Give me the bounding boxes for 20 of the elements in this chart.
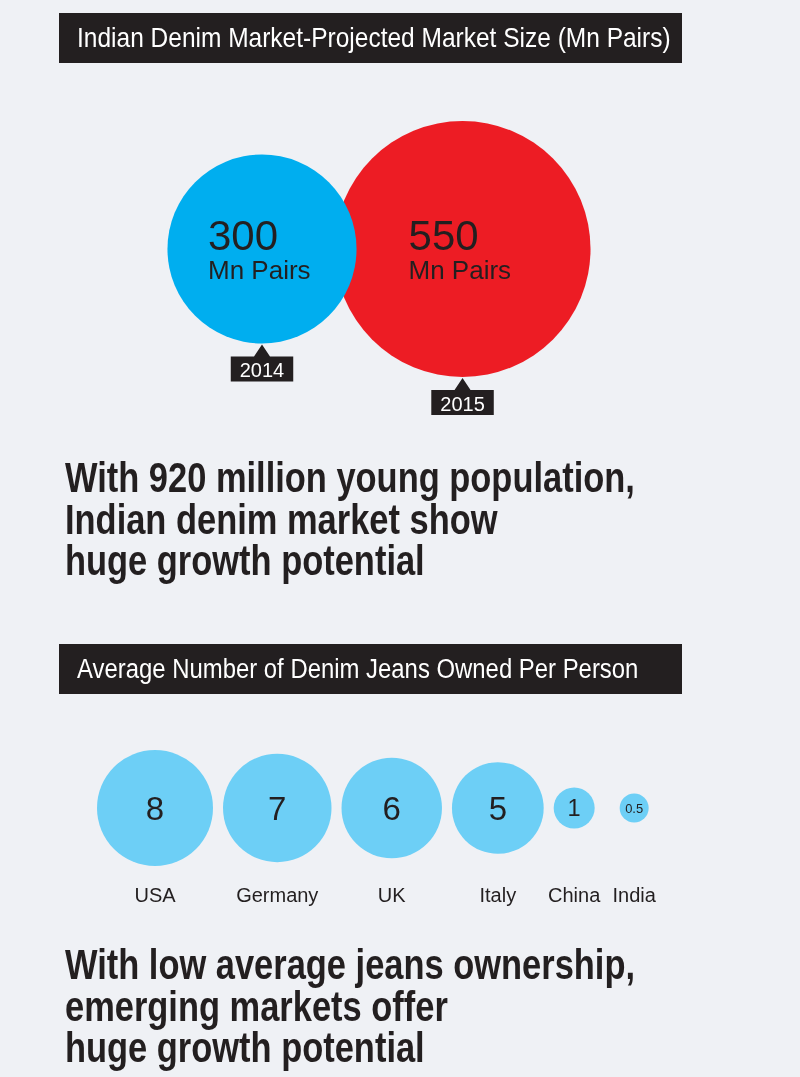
category-label: 2014 — [239, 359, 285, 382]
data-label: 7 — [268, 789, 287, 827]
category-label: Germany — [236, 884, 319, 906]
text: With low average jeans ownership, emerging markets offer huge growth potential — [65, 941, 636, 1071]
category-label: UK — [377, 884, 407, 906]
category-label: Italy — [479, 884, 517, 906]
category-label: China — [548, 884, 602, 906]
data-label: 5 — [488, 789, 507, 827]
data-label: 8 — [145, 789, 165, 827]
category-label: 2015 — [440, 392, 485, 415]
data-label: 6 — [382, 789, 401, 827]
data-label: 1 — [567, 795, 581, 821]
category-label: USA — [134, 884, 177, 906]
data-label: 0.5 — [625, 800, 644, 816]
data-label: 300 Mn Pairs — [208, 212, 311, 285]
data-label: 550 Mn Pairs — [408, 212, 512, 285]
text: Indian Denim Market-Projected Market Size (Mn Pairs) — [77, 21, 671, 55]
category-label: India — [612, 884, 657, 906]
text: With 920 million young population, Indian denim market show huge growth potential — [65, 454, 635, 584]
text: Average Number of Denim Jeans Owned Per Person — [77, 653, 639, 686]
